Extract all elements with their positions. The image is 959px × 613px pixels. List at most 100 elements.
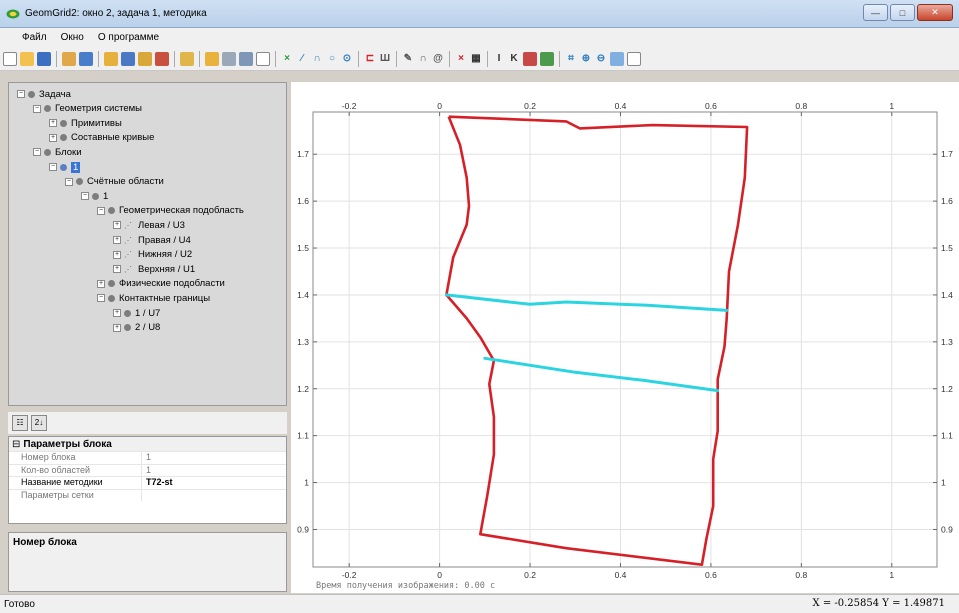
property-row[interactable]: Номер блока 1 xyxy=(9,451,286,464)
cross-grid-icon[interactable] xyxy=(523,51,537,66)
tree-expander-icon[interactable]: − xyxy=(97,294,105,303)
menu-file[interactable]: Файл xyxy=(22,32,47,43)
y-tick-label-right: 1.2 xyxy=(941,384,953,394)
x-tick-label-top: 0.6 xyxy=(705,101,717,111)
tree-expander-icon[interactable]: + xyxy=(113,221,121,230)
delete-icon[interactable]: × xyxy=(458,53,464,64)
pen-icon[interactable]: ✎ xyxy=(403,53,413,64)
page-icon[interactable] xyxy=(256,51,270,66)
property-value[interactable]: T72-st xyxy=(146,477,173,487)
zoom-window-icon[interactable] xyxy=(610,51,624,66)
open-folder-icon[interactable] xyxy=(20,51,34,66)
x-tick-label-top: 0.2 xyxy=(524,101,536,111)
tree-expander-icon[interactable]: − xyxy=(33,148,41,157)
block-icon[interactable] xyxy=(104,51,118,66)
tree-item[interactable]: − Задача xyxy=(17,87,71,101)
tree-expander-icon[interactable]: + xyxy=(113,250,121,259)
grid-settings-icon[interactable] xyxy=(239,51,253,66)
block-save-icon[interactable] xyxy=(121,51,135,66)
tree-expander-icon[interactable]: + xyxy=(49,119,57,128)
import-icon[interactable] xyxy=(62,51,76,66)
fit-view-icon[interactable]: ⌗ xyxy=(568,53,574,64)
tree-expander-icon[interactable]: + xyxy=(113,323,121,332)
zoom-in-icon[interactable]: ⊕ xyxy=(581,53,591,64)
tree-item[interactable]: + ⋰ Нижняя / U2 xyxy=(113,248,192,262)
arc-icon[interactable]: ∩ xyxy=(313,53,321,64)
tree-expander-icon[interactable]: + xyxy=(113,265,121,274)
k-index-icon[interactable]: K xyxy=(510,53,518,64)
curve-icon[interactable]: ∩ xyxy=(419,53,427,64)
node-icon xyxy=(28,90,35,98)
tree-item[interactable]: − Геометрическая подобласть xyxy=(97,204,244,218)
region-icon[interactable] xyxy=(180,51,194,66)
save-icon[interactable] xyxy=(37,51,51,66)
property-row[interactable]: Кол-во областей 1 xyxy=(9,463,286,476)
circle-icon[interactable]: ○ xyxy=(328,53,336,64)
contact-boundary-2[interactable] xyxy=(483,356,720,393)
tree-item[interactable]: + ⋰ Левая / U3 xyxy=(113,218,185,232)
tree-expander-icon[interactable]: − xyxy=(65,177,73,186)
add-point-icon[interactable] xyxy=(540,51,554,66)
tree-item[interactable]: + Примитивы xyxy=(49,116,122,130)
maximize-button[interactable]: □ xyxy=(890,4,915,21)
region-add-icon[interactable] xyxy=(205,51,219,66)
property-section-header[interactable]: ⊟ Параметры блока xyxy=(9,437,286,451)
circle-center-icon[interactable]: ⊙ xyxy=(342,53,352,64)
y-tick-label-left: 1.1 xyxy=(297,431,309,441)
tree-item[interactable]: −1 xyxy=(49,160,81,174)
export-icon[interactable] xyxy=(79,51,93,66)
property-value[interactable] xyxy=(142,490,146,502)
y-tick-label-left: 1.5 xyxy=(297,243,309,253)
y-tick-label-left: 1.6 xyxy=(297,196,309,206)
block-outline[interactable] xyxy=(445,115,749,566)
close-button[interactable]: ✕ xyxy=(917,4,953,21)
tree-item[interactable]: + ⋰ Правая / U4 xyxy=(113,233,191,247)
contour-icon[interactable]: ⊏ xyxy=(365,53,375,64)
grid-icon[interactable]: ▦ xyxy=(471,53,481,64)
tree-expander-icon[interactable]: − xyxy=(49,163,57,171)
i-index-icon[interactable]: I xyxy=(497,53,501,64)
tree-item[interactable]: −1 xyxy=(81,189,108,203)
block-delete-icon[interactable] xyxy=(155,51,169,66)
line-icon[interactable]: ⁄ xyxy=(301,53,303,64)
block-add-icon[interactable] xyxy=(138,51,152,66)
spiral-icon[interactable]: @ xyxy=(433,53,443,64)
alphabetical-sort-button[interactable]: 2↓ xyxy=(31,415,47,431)
point-icon[interactable]: × xyxy=(284,53,290,64)
lines-icon[interactable]: Ш xyxy=(379,53,391,64)
tree-expander-icon[interactable]: − xyxy=(81,192,89,201)
frame-icon[interactable] xyxy=(627,51,641,66)
tree-item[interactable]: − Счётные области xyxy=(65,175,164,189)
tree-item[interactable]: +1 / U7 xyxy=(113,306,160,320)
property-row[interactable]: Название методики T72-st xyxy=(9,476,286,489)
tree-item[interactable]: − Блоки xyxy=(33,145,82,159)
new-file-icon[interactable] xyxy=(3,51,17,66)
tree-expander-icon[interactable]: − xyxy=(17,90,25,98)
property-row[interactable]: Параметры сетки xyxy=(9,488,286,502)
geometry-plot[interactable]: -0.2 -0.2 0 0 0.2 0.2 0.4 0.4 0.6 0.6 0.8 0.8 1 1 1.7 1… xyxy=(291,82,959,593)
minimize-button[interactable]: — xyxy=(863,4,888,21)
tree-item[interactable]: + ⋰ Верхняя / U1 xyxy=(113,262,195,276)
tree-item[interactable]: − Контактные границы xyxy=(97,291,210,305)
tree-expander-icon[interactable]: + xyxy=(97,279,105,288)
geometry-canvas[interactable]: -0.2 -0.2 0 0 0.2 0.2 0.4 0.4 0.6 0.6 0.8 0.8 1 1 1.7 1… xyxy=(291,82,959,593)
tree-item[interactable]: − Геометрия системы xyxy=(33,102,142,116)
tree-expander-icon[interactable]: + xyxy=(49,133,57,142)
list-icon[interactable] xyxy=(222,51,236,66)
contact-boundary-1[interactable] xyxy=(444,293,729,312)
menu-about[interactable]: О программе xyxy=(97,32,160,43)
tree-item-label: Счётные области xyxy=(87,176,164,188)
tree-item[interactable]: + Составные кривые xyxy=(49,131,154,145)
zoom-out-icon[interactable]: ⊖ xyxy=(596,53,606,64)
tree-expander-icon[interactable]: + xyxy=(113,236,121,244)
menu-window[interactable]: Окно xyxy=(60,32,84,43)
categorized-view-button[interactable]: ☷ xyxy=(12,415,28,431)
tree-expander-icon[interactable]: + xyxy=(113,309,121,317)
tree-expander-icon[interactable]: − xyxy=(33,104,41,113)
tree-item[interactable]: +2 / U8 xyxy=(113,321,160,335)
node-icon xyxy=(76,178,83,186)
tree-expander-icon[interactable]: − xyxy=(97,206,105,215)
title-bar: GeomGrid2: окно 2, задача 1, методика — … xyxy=(0,0,959,28)
collapse-icon[interactable]: ⊟ xyxy=(12,438,21,450)
tree-item[interactable]: + Физические подобласти xyxy=(97,277,225,291)
